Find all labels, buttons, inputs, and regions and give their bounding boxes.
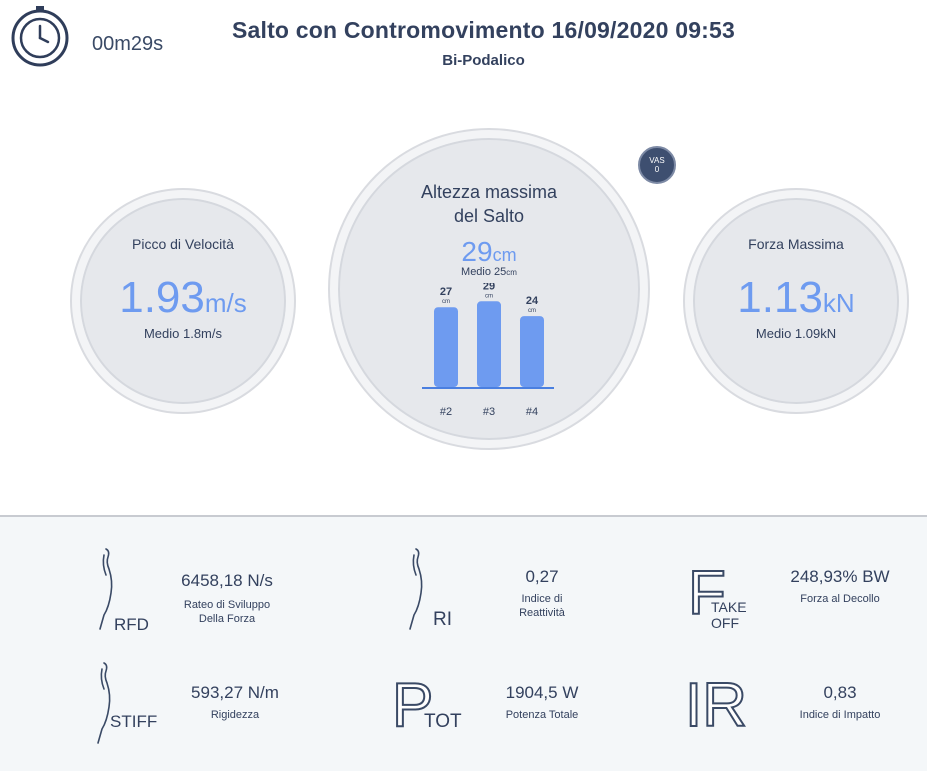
takeoff-code: TAKE OFF [711, 599, 747, 631]
ptot-code: TOT [424, 711, 462, 732]
header: 00m29s Salto con Contromovimento 16/09/2… [0, 0, 927, 90]
max-jump-height-average: Medio 25cm [338, 266, 640, 278]
chart-value-unit: cm [528, 308, 536, 314]
chart-bar [434, 307, 458, 387]
chart-bar [477, 301, 501, 387]
chart-value-label: 27 [440, 286, 452, 298]
max-force-label: Forza Massima [748, 236, 844, 252]
page-title: Salto con Contromovimento 16/09/2020 09:… [231, 17, 736, 43]
stopwatch-icon [11, 6, 69, 67]
chart-category-label: #2 [440, 406, 452, 418]
chart-bar [520, 316, 544, 387]
stiff-code: STIFF [110, 712, 158, 731]
ptot-description: Potenza Totale [505, 709, 579, 721]
chart-category-label: #4 [526, 406, 538, 418]
takeoff-value: 248,93% BW [790, 567, 890, 586]
ri-value: 0,27 [525, 567, 559, 586]
ri-description-line1: Indice di [521, 593, 563, 605]
rfd-description-line1: Rateo di Sviluppo [183, 599, 271, 611]
max-jump-height-average-text: Medio 25 [461, 266, 507, 278]
rfd-description: Rateo di Sviluppo Della Forza [170, 598, 284, 626]
ri-description: Indice di Reattività [497, 592, 587, 620]
peak-velocity-average: Medio 1.8m/s [143, 326, 223, 341]
chart-value-label: 29 [483, 283, 495, 292]
page-subtitle: Bi-Podalico [442, 52, 525, 69]
max-force-average: Medio 1.09kN [755, 326, 837, 341]
peak-velocity-label: Picco di Velocità [132, 236, 234, 252]
section-divider [0, 515, 927, 517]
rfd-code: RFD [114, 615, 149, 634]
max-jump-height-number: 29 [461, 236, 493, 267]
max-jump-height-unit: cm [492, 245, 517, 265]
force-letter-icon: F [687, 559, 727, 628]
peak-velocity-value: 1.93m/s [80, 276, 286, 325]
max-jump-height-label-line2: del Salto [453, 206, 525, 226]
vas-value: 0 [654, 165, 660, 174]
max-jump-height-value: 29cm [338, 236, 640, 268]
peak-velocity-unit: m/s [204, 288, 247, 318]
ir-description: Indice di Impatto [799, 709, 881, 721]
max-jump-height-label: Altezza massima del Salto [338, 180, 640, 228]
rfd-value: 6458,18 N/s [181, 571, 273, 590]
vas-label: VAS [649, 156, 665, 165]
jump-figure-icon [409, 548, 423, 630]
chart-category-label: #3 [483, 406, 495, 418]
takeoff-code-line1: TAKE [711, 599, 747, 615]
vas-badge[interactable]: VAS 0 [638, 146, 676, 184]
max-jump-height-card: Altezza massima del Salto 29cm Medio 25c… [330, 130, 648, 448]
ri-code: RI [433, 609, 452, 630]
chart-value-unit: cm [442, 299, 450, 305]
takeoff-description: Forza al Decollo [800, 593, 880, 605]
max-jump-height-average-unit: cm [506, 268, 517, 277]
jump-figure-icon [97, 662, 111, 744]
metrics-panel: RFD 6458,18 N/s Rateo di Sviluppo Della … [0, 517, 927, 771]
stiff-value: 593,27 N/m [191, 683, 279, 702]
max-force-unit: kN [822, 288, 855, 318]
impact-letters-icon: IR [684, 671, 748, 740]
ptot-value: 1904,5 W [505, 683, 579, 702]
rfd-description-line2: Della Forza [198, 613, 256, 625]
max-jump-height-label-line1: Altezza massima [420, 182, 558, 202]
peak-velocity-card: Picco di Velocità 1.93m/s Medio 1.8m/s [72, 190, 294, 412]
chart-value-label: 24 [526, 295, 539, 307]
elapsed-time: 00m29s [92, 33, 164, 55]
ri-description-line2: Reattività [519, 607, 565, 619]
max-force-card: Forza Massima 1.13kN Medio 1.09kN [685, 190, 907, 412]
max-force-value: 1.13kN [693, 276, 899, 325]
max-force-number: 1.13 [737, 273, 823, 322]
power-letter-icon: P [391, 671, 434, 740]
peak-velocity-number: 1.93 [119, 273, 205, 322]
chart-value-unit: cm [485, 293, 493, 299]
stiff-description: Rigidezza [210, 709, 260, 721]
ir-value: 0,83 [823, 683, 857, 702]
takeoff-code-line2: OFF [711, 615, 739, 631]
jump-figure-icon [99, 548, 113, 630]
